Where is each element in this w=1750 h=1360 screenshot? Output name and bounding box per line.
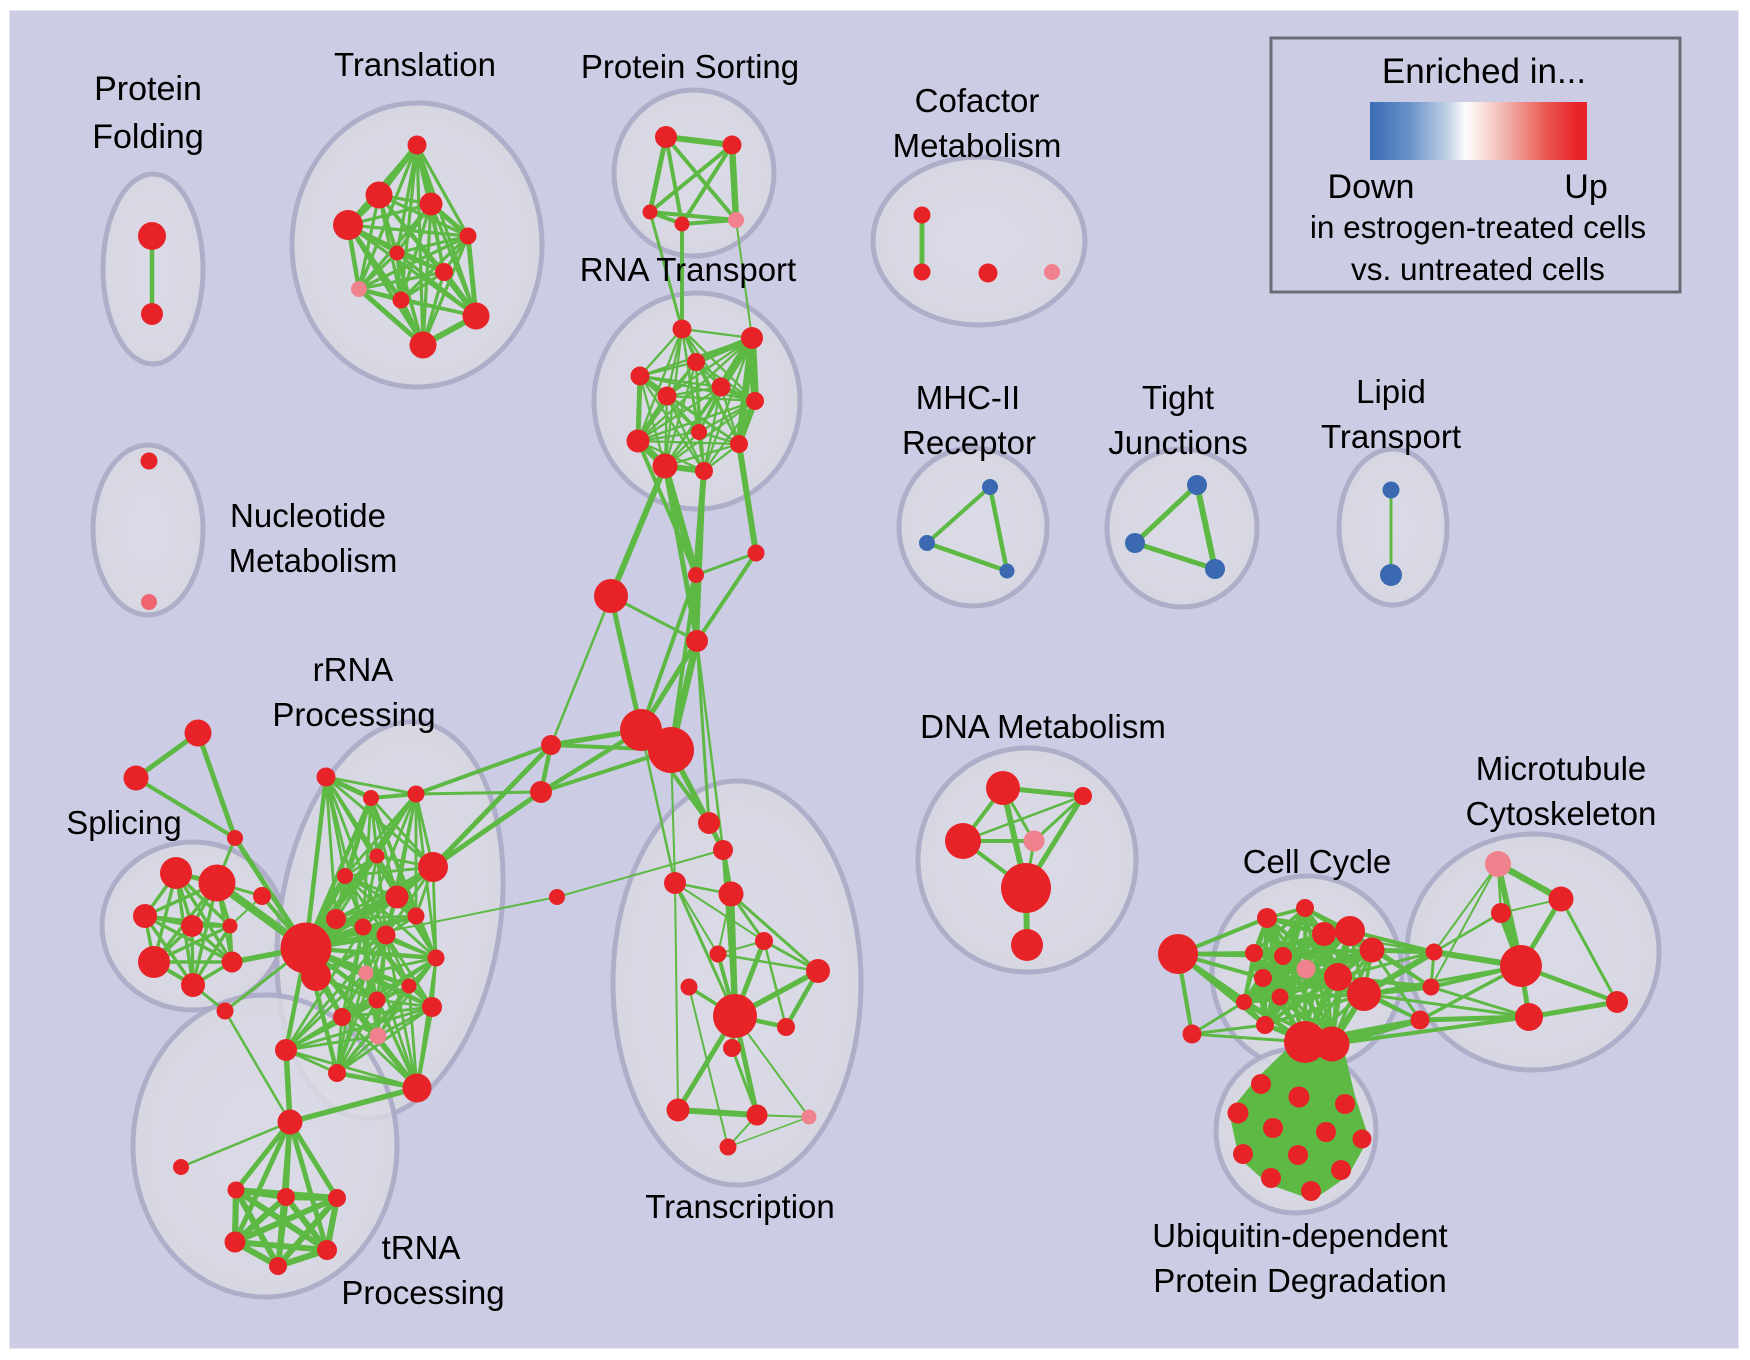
svg-text:vs. untreated cells: vs. untreated cells bbox=[1351, 251, 1605, 287]
svg-text:Translation: Translation bbox=[334, 46, 496, 83]
svg-text:Enriched in...: Enriched in... bbox=[1382, 52, 1586, 91]
svg-text:in estrogen-treated cells: in estrogen-treated cells bbox=[1310, 209, 1646, 245]
svg-text:Transport: Transport bbox=[1321, 418, 1461, 455]
svg-text:rRNA: rRNA bbox=[313, 651, 394, 688]
svg-text:Junctions: Junctions bbox=[1108, 424, 1247, 461]
svg-text:Up: Up bbox=[1564, 168, 1607, 206]
svg-text:Ubiquitin-dependent: Ubiquitin-dependent bbox=[1152, 1217, 1447, 1254]
svg-text:MHC-II: MHC-II bbox=[916, 379, 1020, 416]
svg-text:Cytoskeleton: Cytoskeleton bbox=[1466, 795, 1657, 832]
svg-text:Protein: Protein bbox=[94, 70, 202, 108]
svg-text:Metabolism: Metabolism bbox=[229, 542, 398, 579]
svg-text:Cell Cycle: Cell Cycle bbox=[1243, 843, 1392, 880]
svg-text:Folding: Folding bbox=[92, 118, 204, 156]
svg-text:Splicing: Splicing bbox=[66, 804, 182, 841]
svg-text:tRNA: tRNA bbox=[382, 1229, 461, 1266]
svg-text:Metabolism: Metabolism bbox=[893, 127, 1062, 164]
svg-text:Down: Down bbox=[1328, 168, 1415, 206]
svg-text:Protein Sorting: Protein Sorting bbox=[581, 48, 799, 85]
svg-text:Transcription: Transcription bbox=[645, 1188, 835, 1225]
svg-text:Microtubule: Microtubule bbox=[1476, 750, 1647, 787]
svg-text:Processing: Processing bbox=[341, 1274, 504, 1311]
svg-text:Cofactor: Cofactor bbox=[915, 82, 1040, 119]
svg-text:Receptor: Receptor bbox=[902, 424, 1036, 461]
svg-text:Nucleotide: Nucleotide bbox=[230, 497, 386, 534]
svg-text:RNA Transport: RNA Transport bbox=[580, 251, 796, 288]
svg-text:Tight: Tight bbox=[1142, 379, 1214, 416]
svg-text:DNA Metabolism: DNA Metabolism bbox=[920, 708, 1166, 745]
svg-text:Protein Degradation: Protein Degradation bbox=[1153, 1262, 1447, 1299]
svg-text:Processing: Processing bbox=[272, 696, 435, 733]
svg-text:Lipid: Lipid bbox=[1356, 373, 1426, 410]
